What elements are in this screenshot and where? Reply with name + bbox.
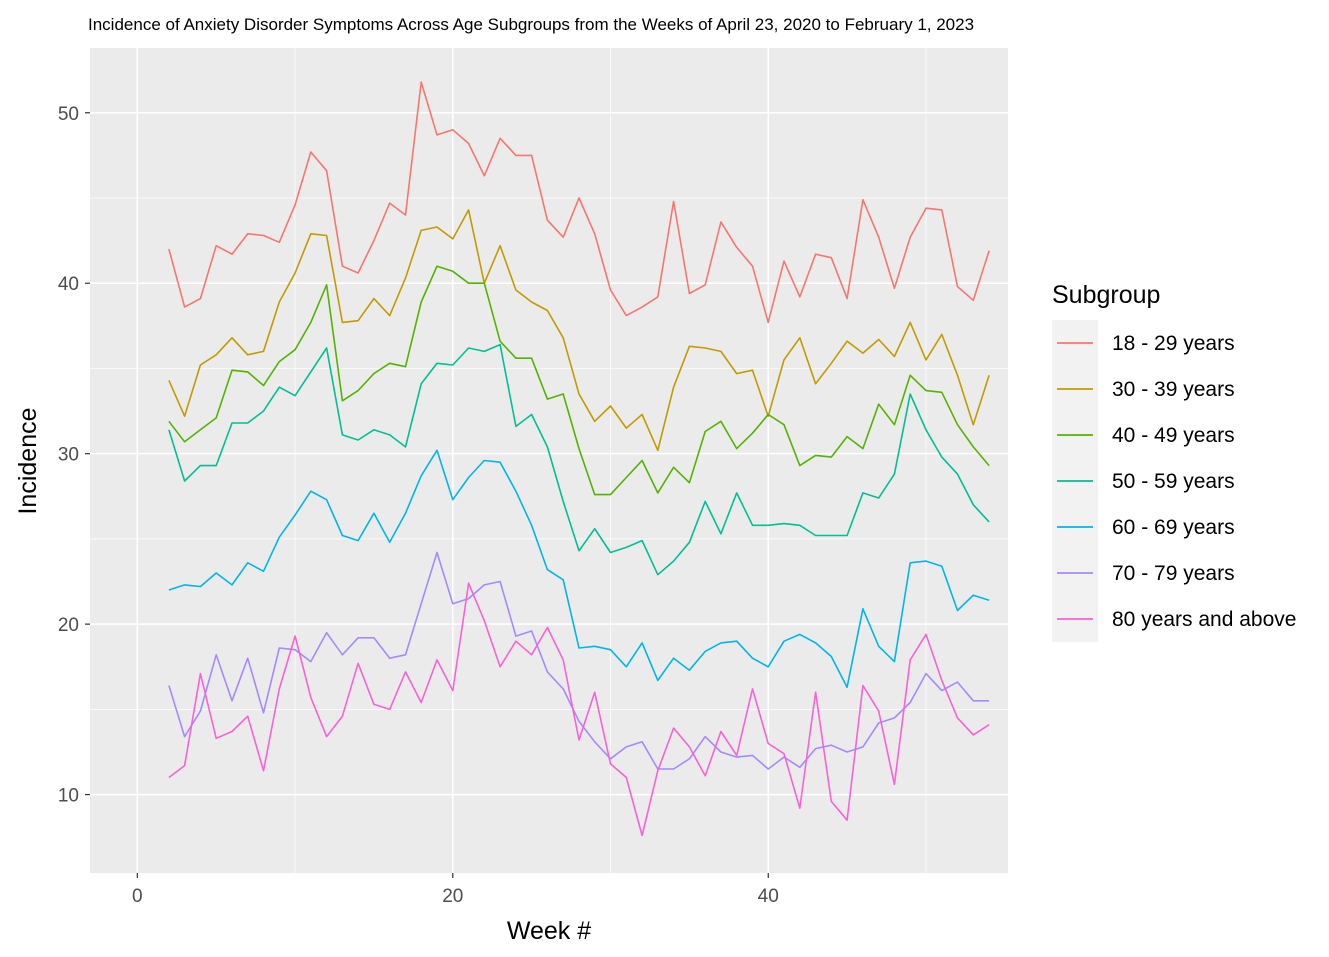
series-line: [168, 343, 990, 576]
y-tick-label: 10: [58, 786, 79, 807]
legend-label: 30 - 39 years: [1112, 378, 1235, 401]
y-tick-label: 20: [58, 615, 79, 636]
y-axis-title: Incidence: [14, 407, 42, 514]
y-tick-label: 50: [58, 104, 79, 125]
y-tick-label: 30: [58, 445, 79, 466]
series-line: [168, 209, 990, 452]
axis-ticks: 0 20 40 10 20 30 40 50: [58, 104, 779, 907]
series-line: [168, 582, 990, 837]
legend-label: 18 - 29 years: [1112, 332, 1235, 355]
chart-title: Incidence of Anxiety Disorder Symptoms A…: [88, 15, 974, 34]
legend-label: 60 - 69 years: [1112, 516, 1235, 539]
legend-label: 50 - 59 years: [1112, 470, 1235, 493]
x-axis-title: Week #: [507, 917, 591, 945]
legend-label: 70 - 79 years: [1112, 562, 1235, 585]
x-tick-label: 20: [442, 886, 463, 907]
series-lines: [168, 81, 990, 837]
legend-label: 40 - 49 years: [1112, 424, 1235, 447]
legend-items: 18 - 29 years 30 - 39 years 40 - 49 years 5…: [1052, 320, 1296, 642]
plot-panel: [90, 48, 1008, 873]
x-tick-label: 0: [132, 886, 143, 907]
series-line: [168, 265, 990, 496]
legend-title: Subgroup: [1052, 281, 1160, 309]
x-tick-label: 40: [758, 886, 779, 907]
y-tick-label: 40: [58, 274, 79, 295]
legend-label: 80 years and above: [1112, 608, 1296, 631]
series-line: [168, 81, 990, 324]
series-line: [168, 449, 990, 689]
series-line: [168, 551, 990, 770]
legend: Subgroup 18 - 29 years 30 - 39 years 40 - …: [1052, 281, 1296, 642]
